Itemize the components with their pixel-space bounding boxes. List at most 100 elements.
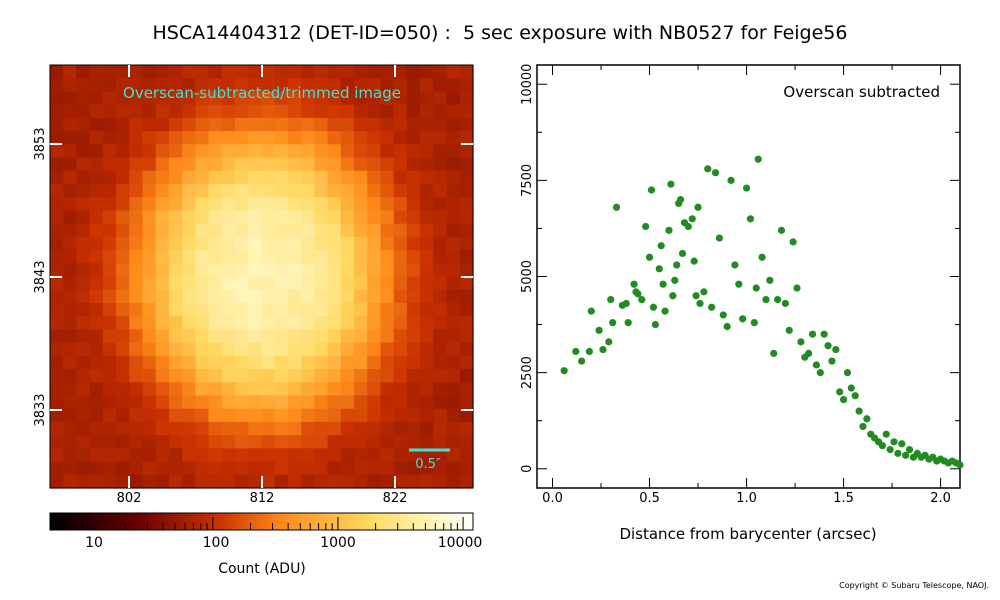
image-pixel [287, 210, 302, 225]
image-pixel [221, 250, 236, 264]
image-pixel [182, 104, 197, 119]
image-pixel [393, 210, 408, 225]
image-pixel [433, 395, 448, 410]
image-pixel [116, 421, 130, 436]
image-pixel [142, 395, 157, 410]
image-pixel [301, 421, 315, 436]
image-pixel [420, 210, 434, 225]
image-pixel [142, 342, 157, 357]
image-pixel [433, 210, 448, 225]
image-pixel [301, 435, 315, 449]
image-pixel [314, 250, 329, 264]
scatter-point [754, 155, 762, 163]
image-pixel [301, 289, 315, 304]
image-pixel [50, 183, 64, 198]
image-pixel [155, 223, 170, 238]
image-pixel [274, 395, 289, 410]
image-pixel [433, 91, 448, 106]
image-pixel [76, 91, 91, 106]
image-pixel [116, 131, 130, 145]
image-pixel [327, 223, 342, 238]
image-pixel [102, 302, 117, 317]
image-pixel [182, 395, 197, 410]
image-pixel [208, 117, 223, 132]
image-pixel [50, 461, 64, 476]
image-pixel [129, 382, 144, 397]
image-pixel [287, 421, 302, 436]
image-pixel [168, 329, 183, 344]
image-pixel [301, 210, 315, 225]
image-pixel [340, 104, 355, 119]
image-pixel [63, 236, 78, 251]
image-pixel [354, 395, 368, 410]
image-pixel [76, 276, 91, 291]
image-pixel [168, 210, 183, 225]
image-pixel [63, 302, 78, 317]
image-pixel [406, 263, 421, 278]
image-pixel [340, 78, 355, 93]
image-pixel [235, 342, 249, 357]
image-pixel [393, 157, 408, 172]
scatter-point [727, 176, 735, 184]
image-pixel [446, 78, 461, 93]
image-pixel [406, 461, 421, 476]
image-pixel [459, 435, 474, 449]
image-pixel [248, 342, 263, 357]
image-pixel [195, 78, 210, 93]
image-pixel [261, 157, 276, 172]
image-pixel [406, 104, 421, 119]
image-pixel [367, 157, 382, 172]
image-pixel [142, 355, 157, 370]
image-pixel [433, 170, 448, 185]
image-pixel [340, 369, 355, 383]
image-pixel [129, 197, 144, 212]
image-pixel [367, 302, 382, 317]
image-pixel [76, 355, 91, 370]
image-pixel [129, 263, 144, 278]
image-pixel [433, 78, 448, 93]
image-pixel [406, 382, 421, 397]
image-pixel [327, 302, 342, 317]
image-pixel [76, 223, 91, 238]
image-pixel [433, 183, 448, 198]
image-pixel [63, 197, 78, 212]
image-pixel [155, 329, 170, 344]
image-pixel [116, 329, 130, 344]
image-pixel [168, 382, 183, 397]
image-pixel [155, 263, 170, 278]
image-pixel [182, 461, 197, 476]
image-pixel [446, 408, 461, 423]
image-pixel [287, 448, 302, 463]
image-pixel [155, 369, 170, 383]
image-pixel [129, 210, 144, 225]
image-pixel [301, 316, 315, 330]
image-pixel [367, 448, 382, 463]
image-pixel [89, 78, 104, 93]
image-pixel [340, 395, 355, 410]
image-pixel [208, 78, 223, 93]
scatter-point [820, 330, 828, 338]
image-pixel [314, 263, 329, 278]
image-pixel [274, 342, 289, 357]
image-pixel [287, 183, 302, 198]
image-x-tick-label: 802 [117, 491, 142, 506]
scatter-point [797, 338, 805, 346]
image-pixel [76, 117, 91, 132]
scatter-point [630, 280, 638, 288]
y-tick-label: 0 [520, 465, 535, 473]
image-pixel [129, 157, 144, 172]
image-pixel [235, 197, 249, 212]
scatter-point [812, 361, 821, 369]
colorbar-tick-label: 100 [203, 535, 230, 551]
image-pixel [380, 329, 395, 344]
image-pixel [116, 197, 130, 212]
y-tick-label: 5000 [520, 260, 535, 293]
image-pixel [367, 210, 382, 225]
image-pixel [102, 395, 117, 410]
image-pixel [129, 302, 144, 317]
image-pixel [327, 382, 342, 397]
image-pixel [142, 435, 157, 449]
image-pixel [89, 474, 104, 489]
image-pixel [89, 250, 104, 264]
scatter-point [609, 319, 617, 327]
